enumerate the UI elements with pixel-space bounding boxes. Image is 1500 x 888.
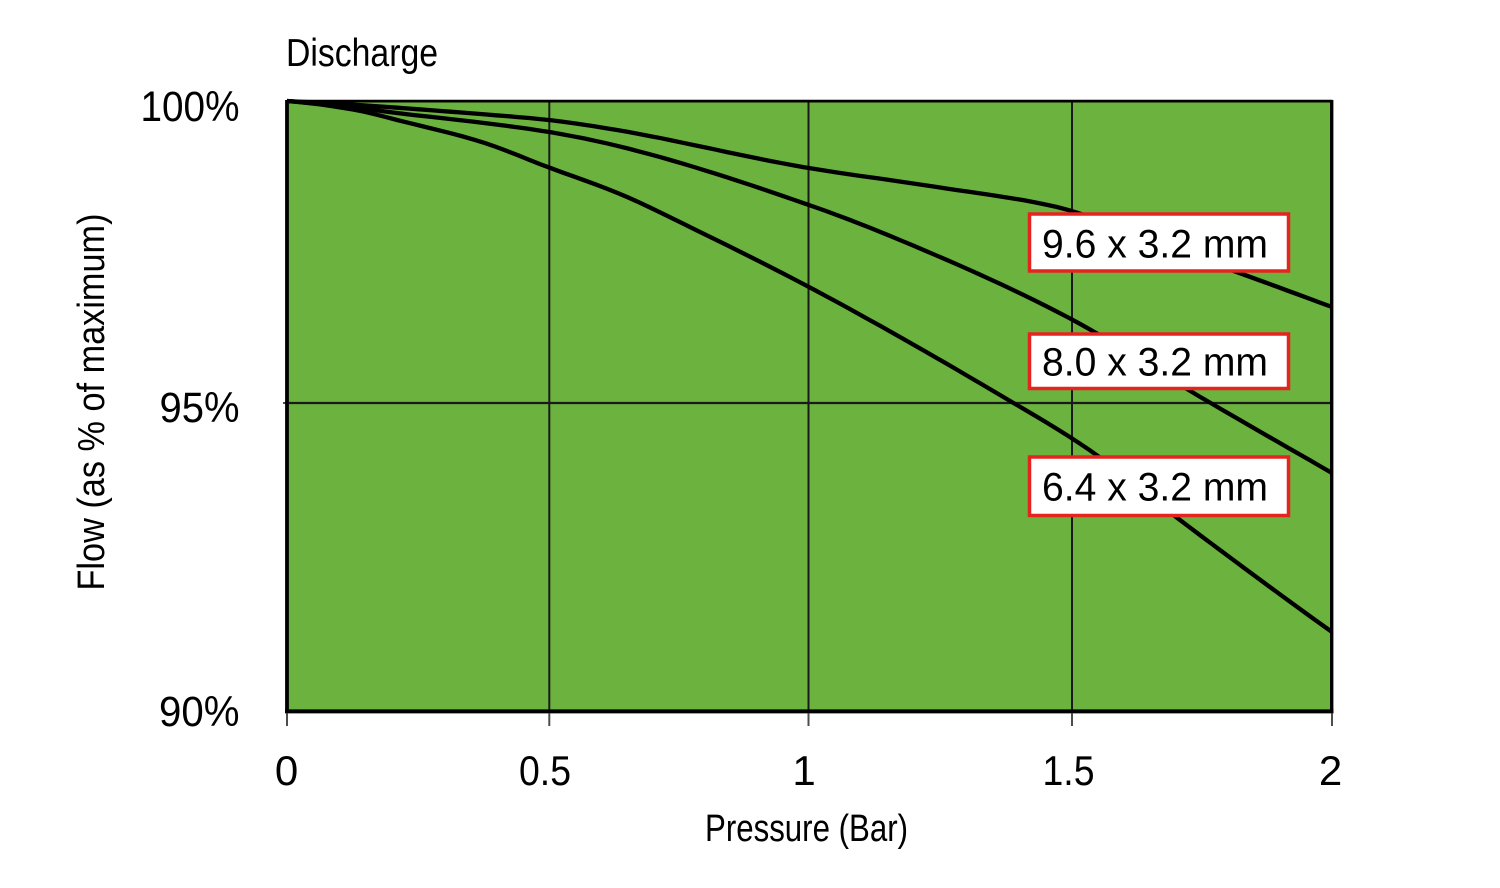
svg-text:0: 0 [275,747,298,794]
svg-text:100%: 100% [141,83,240,131]
svg-text:Pressure (Bar): Pressure (Bar) [705,808,908,850]
svg-text:9.6 x 3.2 mm: 9.6 x 3.2 mm [1042,223,1268,267]
svg-text:Flow (as % of maximum): Flow (as % of maximum) [71,214,113,591]
svg-text:1: 1 [792,747,815,794]
svg-text:6.4 x 3.2 mm: 6.4 x 3.2 mm [1042,466,1268,510]
svg-text:Discharge: Discharge [286,32,438,75]
svg-text:8.0 x 3.2 mm: 8.0 x 3.2 mm [1042,341,1268,385]
svg-text:2: 2 [1319,747,1342,794]
svg-text:1.5: 1.5 [1043,747,1095,794]
svg-text:90%: 90% [159,688,240,736]
svg-text:95%: 95% [160,384,240,432]
svg-text:0.5: 0.5 [519,747,571,794]
